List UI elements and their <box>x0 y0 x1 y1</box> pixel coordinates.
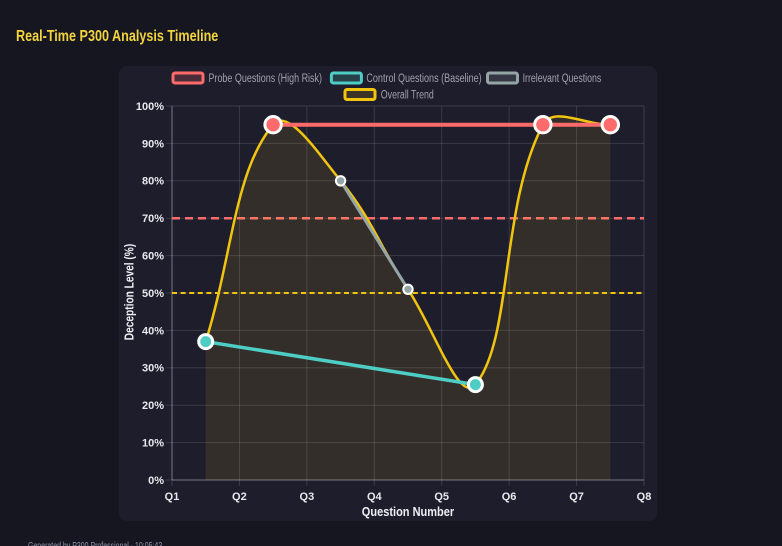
svg-text:Q1: Q1 <box>165 491 180 503</box>
svg-text:30%: 30% <box>142 363 164 375</box>
svg-text:Generated by P300 Professional: Generated by P300 Professional - 10:05:4… <box>28 541 162 546</box>
svg-text:80%: 80% <box>142 176 164 188</box>
svg-text:Probe Questions (High Risk): Probe Questions (High Risk) <box>209 73 323 85</box>
svg-text:50%: 50% <box>142 288 164 300</box>
svg-text:Q3: Q3 <box>300 491 315 503</box>
svg-text:90%: 90% <box>142 138 164 150</box>
svg-text:Control Questions (Baseline): Control Questions (Baseline) <box>366 73 481 85</box>
svg-text:Q4: Q4 <box>367 491 383 503</box>
svg-text:Deception Level (%): Deception Level (%) <box>123 244 137 340</box>
svg-text:Q7: Q7 <box>569 491 584 503</box>
svg-text:Irrelevant Questions: Irrelevant Questions <box>523 73 602 85</box>
svg-text:Q8: Q8 <box>637 491 652 503</box>
svg-text:0%: 0% <box>148 475 164 487</box>
svg-text:Overall Trend: Overall Trend <box>381 90 434 102</box>
svg-text:100%: 100% <box>136 101 164 113</box>
svg-text:Question Number: Question Number <box>362 505 455 519</box>
svg-text:60%: 60% <box>142 251 164 263</box>
svg-text:10%: 10% <box>142 438 164 450</box>
svg-text:40%: 40% <box>142 325 164 337</box>
svg-text:Real-Time P300 Analysis Timeli: Real-Time P300 Analysis Timeline <box>16 28 219 45</box>
svg-text:20%: 20% <box>142 400 164 412</box>
svg-text:Q2: Q2 <box>232 491 247 503</box>
svg-text:70%: 70% <box>142 213 164 225</box>
svg-text:Q6: Q6 <box>502 491 517 503</box>
svg-text:Q5: Q5 <box>434 491 449 503</box>
